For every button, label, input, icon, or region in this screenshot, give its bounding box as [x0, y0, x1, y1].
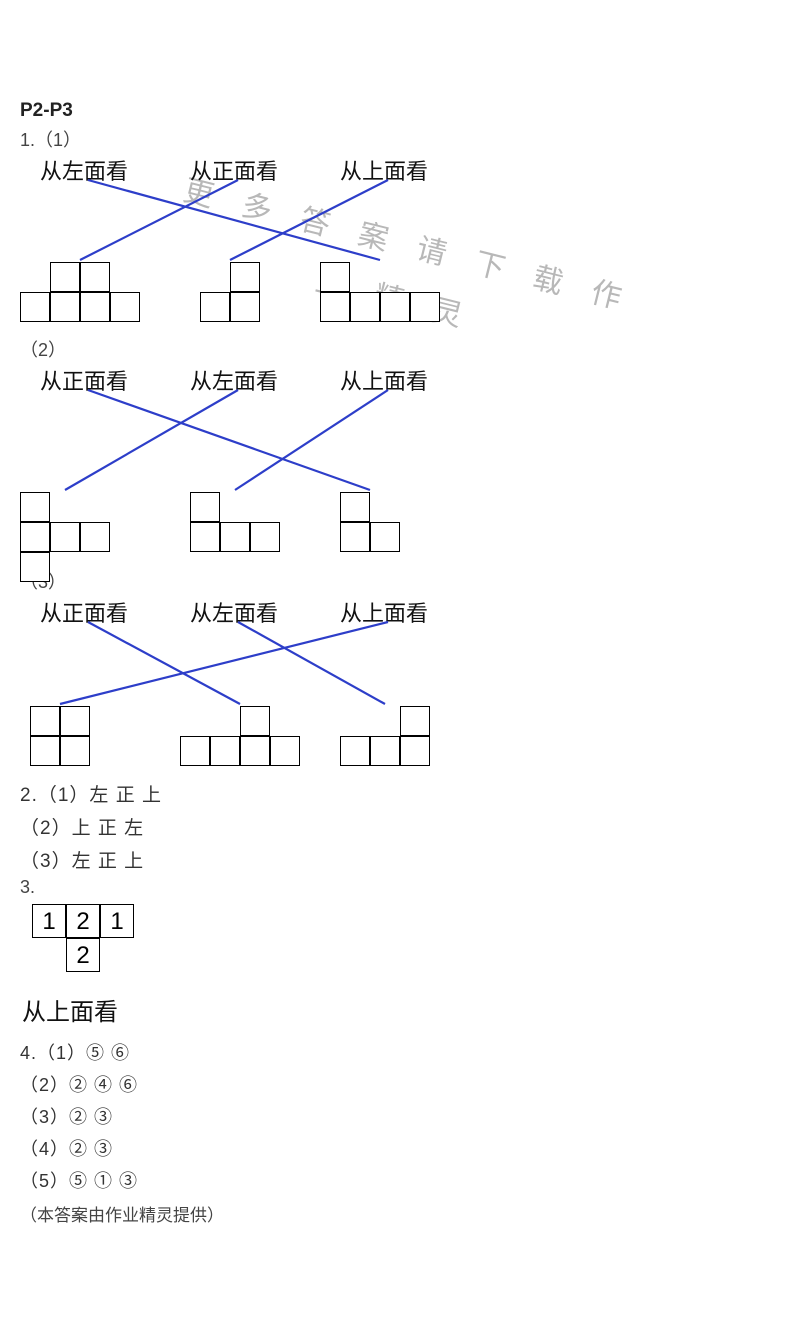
view-label: 从左面看: [40, 154, 128, 186]
view-label: 从左面看: [190, 364, 278, 396]
grid-cell: [20, 492, 50, 522]
grid-cell: [80, 262, 110, 292]
answer-line: （2）上 正 左: [20, 813, 640, 840]
q3-number: 3.: [20, 877, 640, 898]
grid-cell: [370, 736, 400, 766]
q3-cell: 2: [66, 904, 100, 938]
q4-answers: 4.（1）⑤ ⑥ （2）② ④ ⑥ （3）② ③ （4）② ③ （5）⑤ ① ③: [20, 1039, 640, 1193]
grid-cell: [410, 292, 440, 322]
grid-cell: [190, 492, 220, 522]
grid-cell: [320, 262, 350, 292]
grid-cell: [30, 736, 60, 766]
answer-line: （3）左 正 上: [20, 846, 640, 873]
grid-cell: [400, 736, 430, 766]
grid-cell: [20, 292, 50, 322]
q1-1-panel: 从左面看 从正面看 从上面看: [20, 154, 480, 332]
view-label: 从正面看: [190, 154, 278, 186]
grid-cell: [380, 292, 410, 322]
view-label: 从上面看: [340, 154, 428, 186]
q3-label: 从上面看: [22, 992, 640, 1027]
grid-cell: [200, 292, 230, 322]
grid-cell: [50, 292, 80, 322]
grid-cell: [190, 522, 220, 552]
grid-cell: [20, 552, 50, 582]
q1-3-panel: 从正面看 从左面看 从上面看: [20, 596, 480, 774]
grid-cell: [250, 522, 280, 552]
grid-cell: [340, 492, 370, 522]
view-label: 从正面看: [40, 596, 128, 628]
q1-3-number: （3）: [20, 568, 640, 594]
grid-cell: [340, 522, 370, 552]
grid-cell: [230, 292, 260, 322]
view-label: 从上面看: [340, 596, 428, 628]
grid-cell: [270, 736, 300, 766]
grid-cell: [240, 736, 270, 766]
answer-line: （5）⑤ ① ③: [20, 1167, 640, 1193]
grid-cell: [240, 706, 270, 736]
grid-cell: [230, 262, 260, 292]
grid-cell: [80, 292, 110, 322]
answer-line: （2）② ④ ⑥: [20, 1071, 640, 1097]
grid-cell: [50, 522, 80, 552]
grid-cell: [180, 736, 210, 766]
view-label: 从正面看: [40, 364, 128, 396]
grid-cell: [60, 706, 90, 736]
grid-cell: [220, 522, 250, 552]
grid-cell: [400, 706, 430, 736]
page-heading: P2-P3: [20, 100, 640, 122]
answer-line: （3）② ③: [20, 1103, 640, 1129]
grid-cell: [370, 522, 400, 552]
q1-2-panel: 从正面看 从左面看 从上面看: [20, 364, 480, 564]
grid-cell: [50, 262, 80, 292]
grid-cell: [80, 522, 110, 552]
page-content: P2-P3 1.（1） 从左面看从正面看从上面看 （2） 从正面看从左面看从上面…: [20, 100, 640, 1226]
grid-cell: [320, 292, 350, 322]
grid-cell: [110, 292, 140, 322]
q3-cell: 1: [100, 904, 134, 938]
answer-line: 2.（1）左 正 上: [20, 780, 640, 807]
q2-answers: 2.（1）左 正 上 （2）上 正 左 （3）左 正 上: [20, 780, 640, 873]
q3-grid: 1212: [32, 904, 640, 982]
q1-1-number: 1.（1）: [20, 126, 640, 152]
grid-cell: [30, 706, 60, 736]
answer-line: 4.（1）⑤ ⑥: [20, 1039, 640, 1065]
grid-cell: [20, 522, 50, 552]
grid-cell: [340, 736, 370, 766]
q3-cell: 2: [66, 938, 100, 972]
answer-line: （4）② ③: [20, 1135, 640, 1161]
view-label: 从左面看: [190, 596, 278, 628]
footer-note: （本答案由作业精灵提供）: [20, 1201, 640, 1226]
grid-cell: [60, 736, 90, 766]
q3-cell: 1: [32, 904, 66, 938]
view-label: 从上面看: [340, 364, 428, 396]
q1-2-number: （2）: [20, 336, 640, 362]
grid-cell: [210, 736, 240, 766]
grid-cell: [350, 292, 380, 322]
